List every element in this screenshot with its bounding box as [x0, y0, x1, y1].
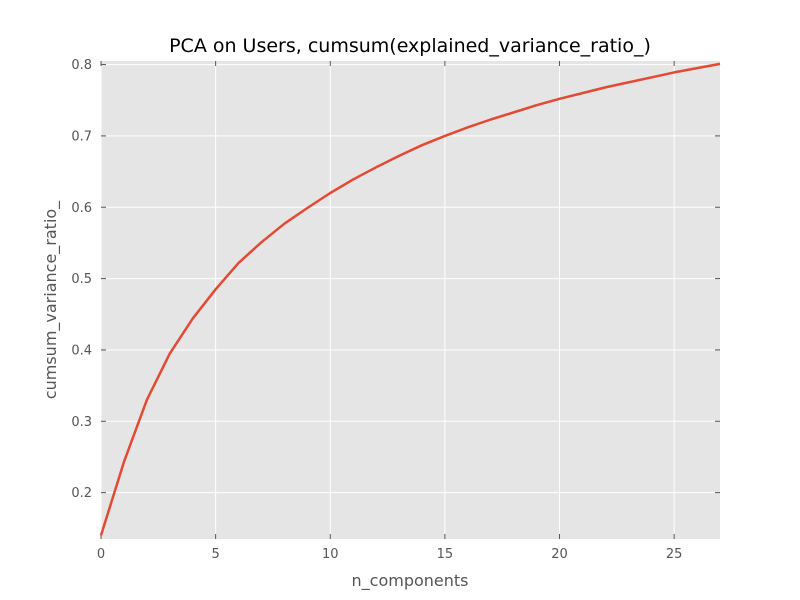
x-axis-title: n_components — [352, 571, 469, 591]
chart-title: PCA on Users, cumsum(explained_variance_… — [169, 35, 651, 57]
series-layer — [99, 62, 721, 536]
y-tick-label: 0.4 — [71, 343, 92, 358]
x-tick-label: 25 — [666, 547, 683, 562]
x-tick-label: 5 — [211, 547, 219, 562]
grid-lines — [100, 61, 720, 539]
y-tick-label: 0.5 — [71, 272, 92, 287]
plot-area — [101, 61, 720, 539]
y-tick-label: 0.2 — [71, 486, 92, 501]
axis-ticks: 0 5 10 15 20 25 0.2 0.3 0.4 0.5 0.6 0.7 0.8 — [71, 58, 720, 562]
series-line-0 — [99, 62, 721, 536]
y-tick-label: 0.3 — [71, 415, 92, 430]
y-tick-label: 0.7 — [71, 129, 92, 144]
y-axis-title: cumsum_variance_ratio_ — [41, 200, 61, 399]
x-tick-label: 20 — [551, 547, 568, 562]
x-tick-label: 15 — [437, 547, 454, 562]
x-tick-label: 0 — [97, 547, 105, 562]
x-tick-label: 10 — [322, 547, 339, 562]
y-tick-label: 0.8 — [71, 58, 92, 73]
y-tick-label: 0.6 — [71, 201, 92, 216]
